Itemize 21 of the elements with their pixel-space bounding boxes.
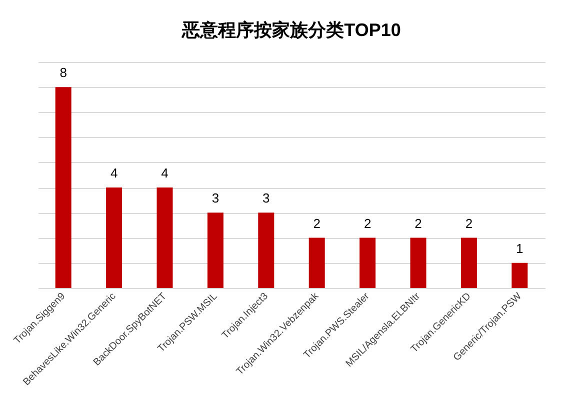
bar <box>460 238 477 288</box>
bar <box>360 238 376 288</box>
data-label: 8 <box>60 65 67 80</box>
chart-title: 恶意程序按家族分类TOP10 <box>181 20 401 40</box>
bar <box>410 238 426 288</box>
data-label: 1 <box>516 240 524 256</box>
bar <box>156 188 173 288</box>
data-label: 3 <box>212 190 220 206</box>
bar <box>258 212 274 288</box>
data-label: 4 <box>161 166 168 181</box>
bar <box>55 87 72 288</box>
data-label: 2 <box>414 216 422 231</box>
data-label: 2 <box>313 216 320 231</box>
bar <box>512 262 528 288</box>
data-label: 2 <box>364 216 372 231</box>
data-label: 4 <box>110 166 118 181</box>
bar <box>106 188 122 288</box>
bar <box>308 238 325 288</box>
bar <box>207 212 224 288</box>
data-label: 3 <box>262 190 270 206</box>
data-label: 2 <box>465 216 473 231</box>
